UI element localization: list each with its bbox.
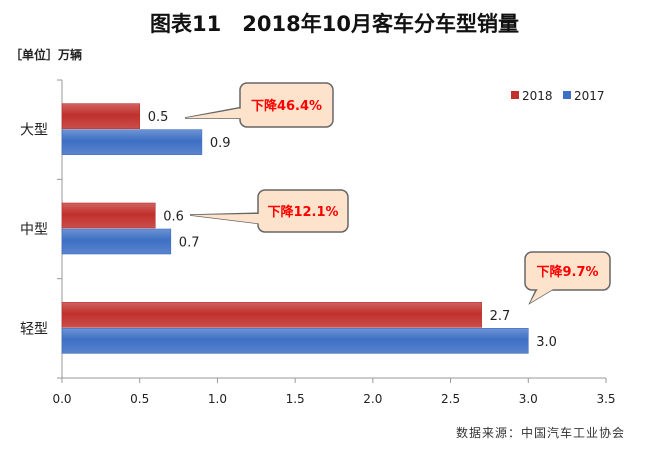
data-label: 0.6: [163, 210, 184, 225]
legend-swatch-2018: [511, 91, 519, 99]
data-label: 0.9: [210, 136, 231, 151]
legend-label: 2018: [522, 89, 553, 103]
callout-text: 下降46.4%: [251, 98, 322, 114]
callout-box: [524, 251, 611, 291]
data-label: 0.5: [148, 110, 169, 125]
bar-2017: [61, 328, 529, 354]
bar-2018: [61, 202, 156, 229]
x-tick-label: 2.0: [363, 392, 382, 406]
callout-box: [257, 189, 349, 233]
callout-text: 下降12.1%: [267, 204, 338, 220]
x-tick-label: 3.5: [596, 392, 615, 406]
callout-text: 下降9.7%: [536, 264, 598, 280]
data-label: 3.0: [536, 335, 557, 350]
bar-2018: [61, 103, 141, 129]
data-label: 2.7: [490, 309, 511, 324]
callout-box: [239, 82, 334, 128]
unit-label: ［单位］万辆: [10, 48, 83, 62]
legend-label: 2017: [574, 89, 605, 103]
bar-2017: [61, 129, 203, 155]
legend-swatch-2017: [563, 91, 571, 99]
data-label: 0.7: [179, 236, 200, 251]
chart-title: 图表11 2018年10月客车分车型销量: [150, 12, 519, 36]
category-label: 轻型: [20, 321, 48, 337]
x-tick-label: 1.0: [208, 392, 227, 406]
category-label: 大型: [20, 123, 48, 139]
callout-tail-fill: [185, 108, 243, 119]
x-tick-label: 1.5: [286, 392, 305, 406]
x-tick-label: 0.0: [52, 392, 71, 406]
callout-tail-fill: [530, 287, 555, 303]
source-note: 数据来源：中国汽车工业协会: [455, 426, 625, 440]
category-label: 中型: [20, 222, 48, 238]
x-tick-label: 2.5: [441, 392, 460, 406]
bar-2018: [61, 302, 482, 328]
bar-2017: [61, 228, 172, 255]
x-tick-label: 0.5: [130, 392, 149, 406]
callout-tail-fill: [190, 213, 261, 224]
x-tick-label: 3.0: [519, 392, 538, 406]
